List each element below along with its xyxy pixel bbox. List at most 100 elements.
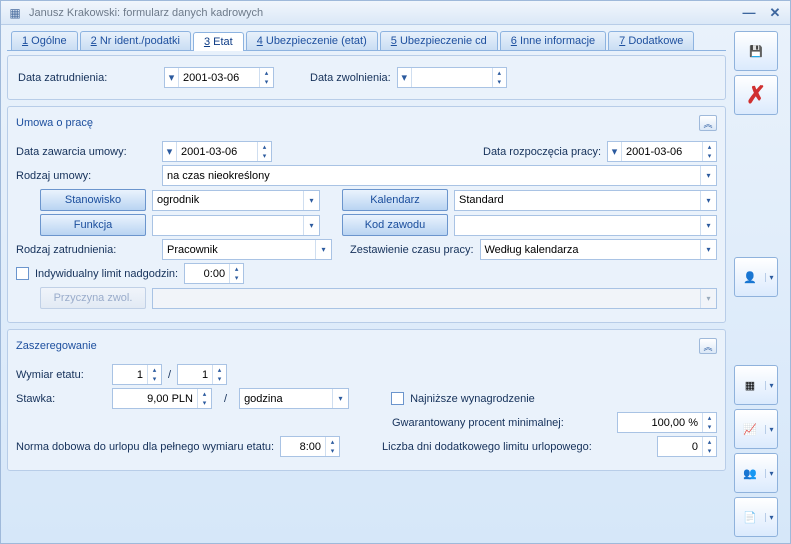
- dropdown-icon[interactable]: ▾: [163, 142, 177, 161]
- spinner-icon[interactable]: ▴▾: [257, 142, 271, 161]
- employment-kind-combo[interactable]: Pracownik ▾: [162, 239, 332, 260]
- dropdown-icon[interactable]: ▾: [700, 166, 716, 185]
- tab-inne-informacje[interactable]: 6 Inne informacje: [500, 31, 606, 50]
- fte-denominator-field[interactable]: 1 ▴▾: [177, 364, 227, 385]
- contract-date-label: Data zawarcia umowy:: [16, 146, 156, 158]
- chart-button[interactable]: 📈▾: [734, 409, 778, 449]
- dropdown-icon[interactable]: ▾: [332, 389, 348, 408]
- window-title: Janusz Krakowski: formularz danych kadro…: [29, 7, 740, 19]
- spinner-icon[interactable]: ▴▾: [212, 365, 226, 384]
- grid-button[interactable]: ▦▾: [734, 365, 778, 405]
- hire-date-label: Data zatrudnienia:: [18, 72, 158, 84]
- person-button[interactable]: 👤▾: [734, 257, 778, 297]
- dropdown-icon[interactable]: ▾: [165, 68, 179, 87]
- rate-sep: /: [218, 393, 233, 405]
- titlebar: ▦ Janusz Krakowski: formularz danych kad…: [1, 1, 790, 25]
- rate-field[interactable]: 9,00 PLN ▴▾: [112, 388, 212, 409]
- spinner-icon[interactable]: ▴▾: [229, 264, 243, 283]
- collapse-button[interactable]: ︽: [699, 338, 717, 354]
- contract-type-combo[interactable]: na czas nieokreślony ▾: [162, 165, 717, 186]
- time-summary-label: Zestawienie czasu pracy:: [350, 244, 474, 256]
- cancel-button[interactable]: ✗: [734, 75, 778, 115]
- app-icon: ▦: [7, 5, 23, 21]
- guaranteed-field[interactable]: 100,00 % ▴▾: [617, 412, 717, 433]
- daily-norm-field[interactable]: 8:00 ▴▾: [280, 436, 340, 457]
- termination-date-label: Data zwolnienia:: [310, 72, 391, 84]
- spinner-icon[interactable]: ▴▾: [702, 413, 716, 432]
- grade-section-title: Zaszeregowanie: [16, 340, 97, 352]
- fte-numerator-field[interactable]: 1 ▴▾: [112, 364, 162, 385]
- spinner-icon[interactable]: ▴▾: [259, 68, 273, 87]
- tab-ubezpieczenie-cd[interactable]: 5 Ubezpieczenie cd: [380, 31, 498, 50]
- position-button[interactable]: Stanowisko: [40, 189, 146, 211]
- chevron-down-icon[interactable]: ▾: [765, 425, 777, 434]
- termination-reason-combo: ▾: [152, 288, 717, 309]
- tab-ubezpieczenie-etat-[interactable]: 4 Ubezpieczenie (etat): [246, 31, 378, 50]
- tab-dodatkowe[interactable]: 7 Dodatkowe: [608, 31, 694, 50]
- contract-type-label: Rodzaj umowy:: [16, 170, 156, 182]
- window-controls: — ✕: [740, 5, 784, 21]
- spinner-icon[interactable]: ▴▾: [702, 437, 716, 456]
- sidebar-toolbar: 💾 ✗ 👤▾ ▦▾ 📈▾ 👥▾ 📄▾: [732, 25, 790, 543]
- contract-date-field[interactable]: ▾ 2001-03-06 ▴▾: [162, 141, 272, 162]
- chart-icon: 📈: [743, 423, 757, 436]
- main-area: 1 Ogólne2 Nr ident./podatki3 Etat4 Ubezp…: [1, 25, 732, 543]
- tab-nr-ident-podatki[interactable]: 2 Nr ident./podatki: [80, 31, 191, 50]
- termination-date-field[interactable]: ▾ ▴▾: [397, 67, 507, 88]
- chevron-down-icon[interactable]: ▾: [765, 513, 777, 522]
- employment-dates-panel: Data zatrudnienia: ▾ 2001-03-06 ▴▾ Data …: [7, 55, 726, 100]
- daily-norm-label: Norma dobowa do urlopu dla pełnego wymia…: [16, 441, 274, 453]
- overtime-limit-checkbox[interactable]: [16, 267, 29, 280]
- dropdown-icon[interactable]: ▾: [608, 142, 622, 161]
- dropdown-icon[interactable]: ▾: [700, 240, 716, 259]
- spinner-icon[interactable]: ▴▾: [147, 365, 161, 384]
- spinner-icon[interactable]: ▴▾: [702, 142, 716, 161]
- hire-date-field[interactable]: ▾ 2001-03-06 ▴▾: [164, 67, 274, 88]
- collapse-button[interactable]: ︽: [699, 115, 717, 131]
- chevron-down-icon[interactable]: ▾: [765, 273, 777, 282]
- tabstrip: 1 Ogólne2 Nr ident./podatki3 Etat4 Ubezp…: [7, 31, 726, 51]
- minimize-button[interactable]: —: [740, 5, 758, 21]
- termination-reason-button: Przyczyna zwol.: [40, 287, 146, 309]
- contract-section-title: Umowa o pracę: [16, 117, 93, 129]
- floppy-icon: 💾: [749, 45, 763, 58]
- rate-label: Stawka:: [16, 393, 106, 405]
- dropdown-icon[interactable]: ▾: [315, 240, 331, 259]
- rate-per-combo[interactable]: godzina ▾: [239, 388, 349, 409]
- position-combo[interactable]: ogrodnik ▾: [152, 190, 320, 211]
- spinner-icon[interactable]: ▴▾: [492, 68, 506, 87]
- spinner-icon[interactable]: ▴▾: [325, 437, 339, 456]
- job-code-combo[interactable]: ▾: [454, 215, 717, 236]
- start-date-label: Data rozpoczęcia pracy:: [483, 146, 601, 158]
- spinner-icon[interactable]: ▴▾: [197, 389, 211, 408]
- dropdown-icon[interactable]: ▾: [303, 216, 319, 235]
- dropdown-icon[interactable]: ▾: [398, 68, 412, 87]
- window-body: 1 Ogólne2 Nr ident./podatki3 Etat4 Ubezp…: [1, 25, 790, 543]
- start-date-field[interactable]: ▾ 2001-03-06 ▴▾: [607, 141, 717, 162]
- grade-section: Zaszeregowanie ︽ Wymiar etatu: 1 ▴▾ / 1 …: [7, 329, 726, 471]
- employment-kind-label: Rodzaj zatrudnienia:: [16, 244, 156, 256]
- calendar-button[interactable]: Kalendarz: [342, 189, 448, 211]
- dropdown-icon[interactable]: ▾: [303, 191, 319, 210]
- document-button[interactable]: 📄▾: [734, 497, 778, 537]
- tab-etat[interactable]: 3 Etat: [193, 32, 244, 51]
- calendar-combo[interactable]: Standard ▾: [454, 190, 717, 211]
- save-button[interactable]: 💾: [734, 31, 778, 71]
- chevron-down-icon[interactable]: ▾: [765, 381, 777, 390]
- tab-og-lne[interactable]: 1 Ogólne: [11, 31, 78, 50]
- guaranteed-label: Gwarantowany procent minimalnej:: [392, 417, 564, 429]
- function-button[interactable]: Funkcja: [40, 214, 146, 236]
- close-button[interactable]: ✕: [766, 5, 784, 21]
- job-code-button[interactable]: Kod zawodu: [342, 214, 448, 236]
- function-combo[interactable]: ▾: [152, 215, 320, 236]
- window: ▦ Janusz Krakowski: formularz danych kad…: [0, 0, 791, 544]
- overtime-limit-label: Indywidualny limit nadgodzin:: [35, 268, 178, 280]
- time-summary-combo[interactable]: Według kalendarza ▾: [480, 239, 718, 260]
- chevron-down-icon[interactable]: ▾: [765, 469, 777, 478]
- people-button[interactable]: 👥▾: [734, 453, 778, 493]
- extra-leave-field[interactable]: 0 ▴▾: [657, 436, 717, 457]
- dropdown-icon[interactable]: ▾: [700, 191, 716, 210]
- dropdown-icon[interactable]: ▾: [700, 216, 716, 235]
- min-wage-checkbox[interactable]: [391, 392, 404, 405]
- overtime-limit-field[interactable]: 0:00 ▴▾: [184, 263, 244, 284]
